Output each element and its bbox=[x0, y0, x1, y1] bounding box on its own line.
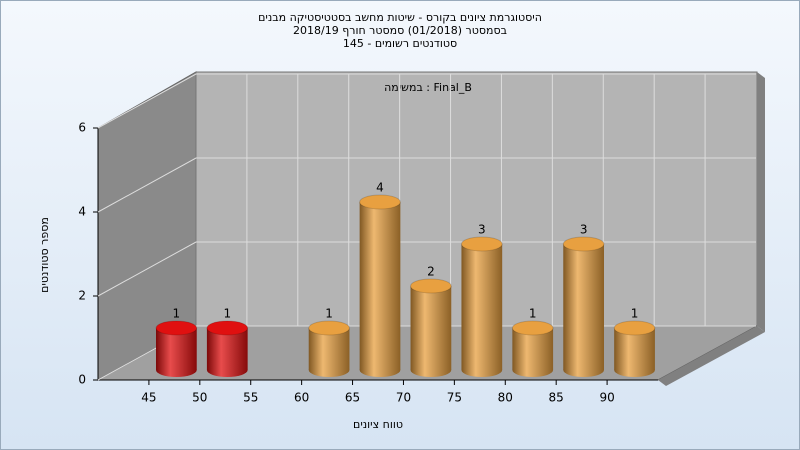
bar bbox=[511, 320, 554, 377]
y-axis-label: מספר סטודנטים bbox=[38, 217, 51, 293]
bar bbox=[613, 320, 656, 377]
bar-body bbox=[308, 328, 350, 370]
bar-top bbox=[460, 236, 503, 252]
bar-top bbox=[308, 320, 350, 336]
bar-top bbox=[410, 278, 452, 294]
chart-subtitle: סטודנטים רשומים - 145 bbox=[343, 37, 457, 50]
bar-top bbox=[562, 236, 605, 252]
data-label: 1 bbox=[173, 307, 181, 321]
data-label: 1 bbox=[631, 307, 639, 321]
chart-title: היסטוגרמת ציונים בקורס - שיטות מחשב בסטט… bbox=[258, 11, 542, 24]
x-tick-label: 70 bbox=[396, 391, 411, 405]
bar bbox=[562, 236, 605, 377]
data-label: 3 bbox=[580, 223, 588, 237]
y-tick-label: 4 bbox=[78, 205, 86, 219]
y-tick-label: 2 bbox=[78, 289, 86, 303]
bar-body bbox=[359, 202, 401, 370]
y-tick-label: 0 bbox=[78, 373, 86, 387]
bar bbox=[359, 194, 401, 377]
x-tick-label: 55 bbox=[243, 391, 258, 405]
bar-top bbox=[613, 320, 656, 336]
x-tick-label: 85 bbox=[549, 391, 564, 405]
bar-top bbox=[155, 320, 198, 336]
x-tick-label: 90 bbox=[599, 391, 614, 405]
bar-body bbox=[410, 286, 452, 370]
grid-line bbox=[97, 157, 756, 213]
bar-top bbox=[206, 320, 249, 336]
bar-body bbox=[461, 244, 503, 370]
grid-line bbox=[97, 73, 756, 129]
x-tick-label: 60 bbox=[294, 391, 309, 405]
data-label: 1 bbox=[223, 307, 231, 321]
wall-edge bbox=[757, 72, 765, 332]
bar bbox=[460, 236, 503, 377]
data-label: 3 bbox=[478, 223, 486, 237]
data-label: 2 bbox=[427, 265, 435, 279]
x-tick-label: 80 bbox=[498, 391, 513, 405]
x-tick-label: 45 bbox=[141, 391, 156, 405]
bar bbox=[206, 320, 249, 377]
x-tick-label: 75 bbox=[447, 391, 462, 405]
data-label: 1 bbox=[529, 307, 537, 321]
x-tick-label: 50 bbox=[192, 391, 207, 405]
bar-body bbox=[563, 244, 604, 370]
bar bbox=[410, 278, 452, 377]
x-axis-label: טווח ציונים bbox=[353, 418, 403, 431]
bar-top bbox=[359, 194, 401, 210]
bar bbox=[155, 320, 198, 377]
data-label: 1 bbox=[325, 307, 333, 321]
data-label: 4 bbox=[376, 181, 384, 195]
chart-subtitle: בסמסטר (01/2018) סמסטר חורף 2018/19 bbox=[293, 24, 507, 37]
bar-top bbox=[511, 320, 554, 336]
x-tick-label: 65 bbox=[345, 391, 360, 405]
floor-edge bbox=[658, 326, 765, 386]
bar bbox=[308, 320, 350, 377]
annotation: במשימה : Final_B bbox=[384, 81, 472, 94]
y-tick-label: 6 bbox=[78, 121, 86, 135]
